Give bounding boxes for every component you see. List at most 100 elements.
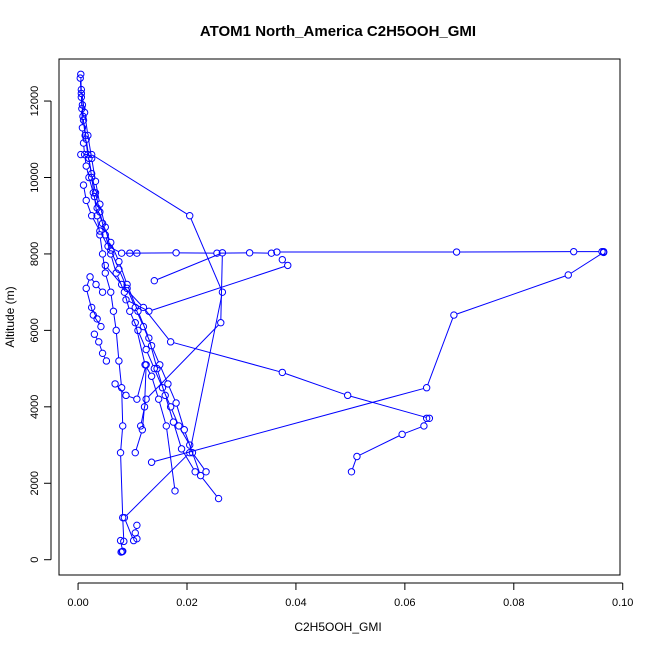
data-point <box>76 74 84 82</box>
y-tick-label: 4000 <box>29 395 41 419</box>
plot-area <box>58 58 621 576</box>
series-segment <box>126 454 188 516</box>
x-tick-label: 0.08 <box>503 597 524 609</box>
data-point <box>147 372 156 380</box>
series-segment <box>120 455 124 515</box>
data-point <box>79 116 88 124</box>
series-segment <box>94 155 188 215</box>
data-point <box>245 249 254 257</box>
data-point <box>107 288 115 296</box>
data-point <box>166 403 175 411</box>
data-point <box>111 380 119 388</box>
data-point <box>191 468 199 476</box>
series-6 <box>79 181 141 257</box>
series-segment <box>91 279 95 283</box>
data-point <box>422 384 431 392</box>
y-tick-label: 6000 <box>29 318 41 342</box>
data-point <box>122 296 130 304</box>
data-point <box>87 303 96 312</box>
series-segment <box>120 429 123 450</box>
data-point <box>161 391 169 400</box>
data-point <box>101 269 109 277</box>
series-segment <box>115 333 120 358</box>
data-point <box>570 247 578 256</box>
series-segment <box>456 275 566 315</box>
data-point <box>117 280 126 289</box>
data-point <box>273 248 281 256</box>
series-segment <box>135 432 142 450</box>
series-segment <box>105 275 111 290</box>
data-point <box>188 448 197 457</box>
series-14 <box>111 361 150 457</box>
data-point <box>343 391 352 400</box>
series-segment <box>87 138 92 156</box>
data-point <box>123 280 131 289</box>
series-9 <box>101 261 434 422</box>
series-segment <box>144 367 147 404</box>
data-point <box>104 242 112 250</box>
data-point <box>186 212 194 220</box>
y-tick-label: 12000 <box>29 86 41 117</box>
series-segment <box>135 325 145 362</box>
series-segment <box>89 180 93 190</box>
series-segment <box>182 451 194 470</box>
data-point <box>87 212 96 220</box>
series-segment <box>193 455 205 470</box>
series-segment <box>137 367 146 397</box>
series-segment <box>130 314 138 328</box>
series-segment <box>83 123 87 137</box>
series-segment <box>138 333 146 347</box>
data-point <box>142 395 150 403</box>
data-point <box>180 426 188 434</box>
data-point <box>278 255 287 264</box>
series-segment <box>190 447 201 473</box>
data-point <box>133 395 141 403</box>
data-point <box>140 403 149 411</box>
data-point <box>139 322 148 331</box>
series-11 <box>122 255 292 315</box>
series-segment <box>136 310 143 324</box>
series-segment <box>146 352 154 366</box>
series-segment <box>99 344 103 351</box>
x-tick-label: 0.00 <box>67 597 88 609</box>
data-point <box>87 150 96 159</box>
series-segment <box>111 256 116 271</box>
series-segment <box>148 324 219 398</box>
x-tick-label: 0.10 <box>612 597 633 609</box>
series-segment <box>106 267 120 283</box>
series-10 <box>347 414 431 476</box>
data-point <box>87 154 96 163</box>
data-point <box>116 448 125 457</box>
series-segment <box>163 390 170 405</box>
series-segment <box>151 265 285 311</box>
x-tick-label: 0.04 <box>285 597 306 609</box>
data-point <box>116 536 125 545</box>
series-segment <box>350 395 427 418</box>
data-point <box>97 322 105 331</box>
series-segment <box>83 188 87 198</box>
data-point <box>87 169 96 178</box>
data-point <box>218 288 227 296</box>
series-segment <box>92 310 97 317</box>
data-point <box>120 513 129 522</box>
data-point <box>90 192 99 201</box>
series-segment <box>116 275 124 290</box>
series-segment <box>140 402 146 423</box>
series-segment <box>154 388 424 462</box>
series-16 <box>131 521 141 543</box>
series-segment <box>570 253 602 274</box>
data-point <box>98 288 107 296</box>
data-point <box>119 422 127 430</box>
data-point <box>77 85 86 94</box>
data-point <box>147 458 156 466</box>
x-tick-label: 0.06 <box>394 597 415 609</box>
data-point <box>214 494 223 503</box>
data-point <box>422 414 431 422</box>
series-segment <box>118 364 122 385</box>
data-point <box>115 265 123 273</box>
series-segment <box>84 115 88 133</box>
series-segment <box>97 218 100 232</box>
series-segment <box>166 429 176 488</box>
data-point <box>96 231 104 239</box>
data-point <box>278 368 287 377</box>
